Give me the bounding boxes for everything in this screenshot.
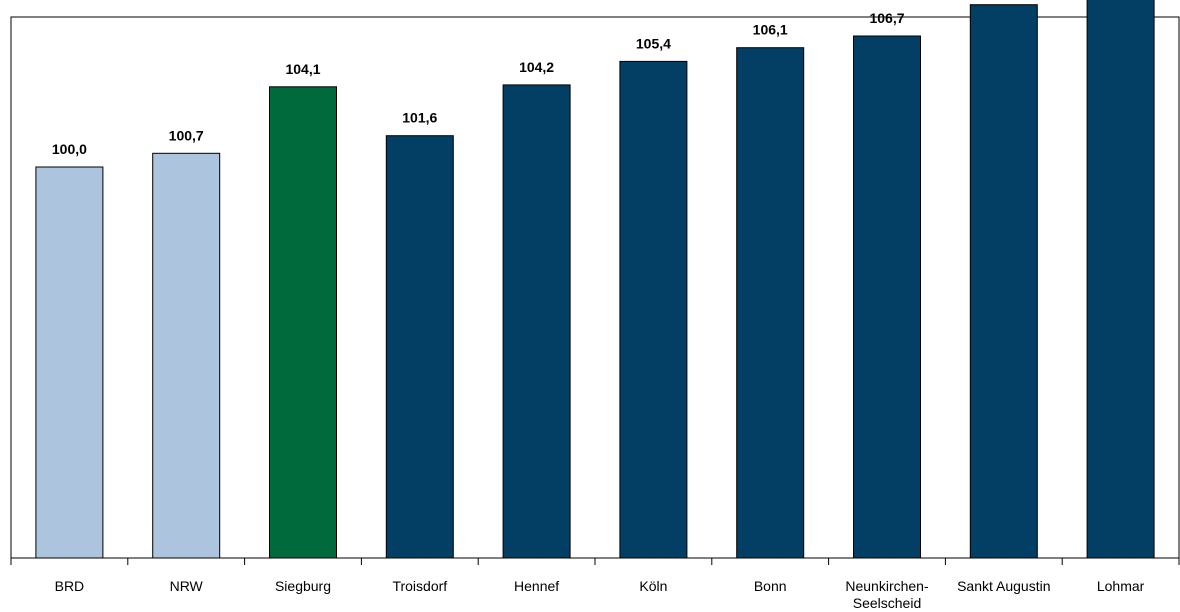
x-tick-label-line-7-0: Neunkirchen- (845, 578, 929, 594)
data-label-0: 100,0 (52, 141, 87, 157)
data-label-4: 104,2 (519, 59, 554, 75)
bar-0 (35, 166, 104, 559)
x-tick-label-4: Hennef (514, 578, 559, 594)
x-tick-label-0: BRD (55, 578, 85, 594)
x-tick-label-6: Bonn (754, 578, 787, 594)
x-tick-label-line-1-0: NRW (170, 578, 204, 594)
x-tick-label-7: Neunkirchen-Seelscheid (845, 578, 929, 611)
x-tick-label-line-8-0: Sankt Augustin (957, 578, 1050, 594)
bar-8 (969, 4, 1038, 559)
x-tick-label-line-9-0: Lohmar (1097, 578, 1145, 594)
x-tick-label-2: Siegburg (275, 578, 331, 594)
bar-9 (1086, 0, 1155, 559)
bar-4 (502, 84, 571, 559)
bar-5 (619, 60, 688, 559)
x-tick-label-line-7-1: Seelscheid (853, 595, 922, 611)
data-label-2: 104,1 (285, 61, 320, 77)
bar-7 (853, 35, 921, 559)
data-label-7: 106,7 (869, 10, 904, 26)
data-label-6: 106,1 (753, 22, 788, 38)
x-tick-label-5: Köln (639, 578, 667, 594)
data-label-1: 100,7 (169, 127, 204, 143)
bar-3 (385, 135, 454, 559)
x-tick-label-line-4-0: Hennef (514, 578, 559, 594)
x-tick-label-line-0-0: BRD (55, 578, 85, 594)
x-tick-label-line-2-0: Siegburg (275, 578, 331, 594)
x-tick-label-8: Sankt Augustin (957, 578, 1050, 594)
bar-2 (269, 86, 337, 559)
x-tick-label-line-3-0: Troisdorf (392, 578, 447, 594)
bar-1 (152, 152, 221, 559)
x-tick-label-1: NRW (170, 578, 204, 594)
x-tick-label-line-5-0: Köln (639, 578, 667, 594)
bar-6 (736, 47, 805, 559)
data-label-5: 105,4 (636, 35, 671, 51)
x-tick-label-line-6-0: Bonn (754, 578, 787, 594)
x-tick-label-3: Troisdorf (392, 578, 447, 594)
data-label-3: 101,6 (402, 110, 437, 126)
x-tick-label-9: Lohmar (1097, 578, 1145, 594)
